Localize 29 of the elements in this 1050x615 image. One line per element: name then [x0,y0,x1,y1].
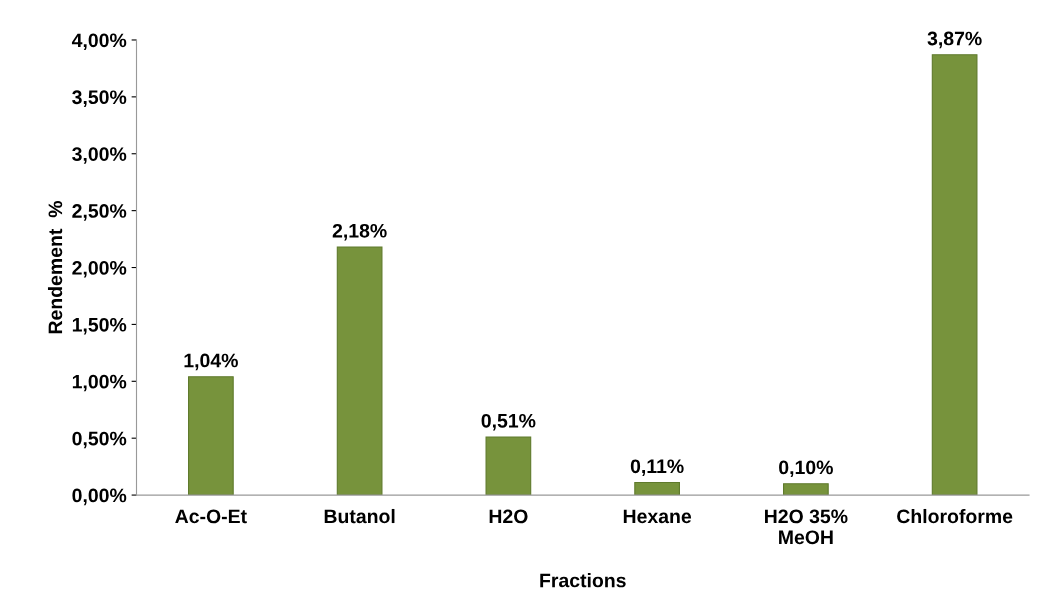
y-tick-label: 1,50% [72,317,127,335]
x-tick-label: H2O 35% MeOH [765,509,848,545]
x-tick-label: Butanol [324,508,395,524]
y-tick-label: 4,00% [71,33,127,51]
bar [485,436,532,496]
y-tick-label: 2,00% [72,260,127,278]
y-tick-label: 3,00% [72,147,127,164]
x-tick-label: Hexane [623,509,692,524]
y-tick-label: 1,00% [72,374,127,392]
y-tick-label: 3,50% [72,90,127,107]
y-tick-label: 0,00% [72,488,127,506]
data-label: 0,11% [630,459,684,476]
bar [188,376,234,496]
y-tick-label: 0,50% [72,431,127,449]
y-axis-title: Rendement % [47,201,63,334]
bar [336,246,383,496]
data-label: 0,10% [779,460,833,478]
data-label: 2,18% [332,223,387,241]
data-label: 3,87% [927,31,982,49]
x-axis-title: Fractions [540,573,626,588]
bar [634,482,680,496]
bar [931,54,978,496]
data-label: 0,51% [481,413,536,431]
x-tick-label: H2O [489,509,528,524]
x-tick-label: Chloroforme [897,508,1013,524]
y-tick-label: 2,50% [72,204,127,221]
x-tick-label: Ac-O-Et [175,509,247,524]
bar [783,483,829,496]
data-label: 1,04% [184,353,238,371]
